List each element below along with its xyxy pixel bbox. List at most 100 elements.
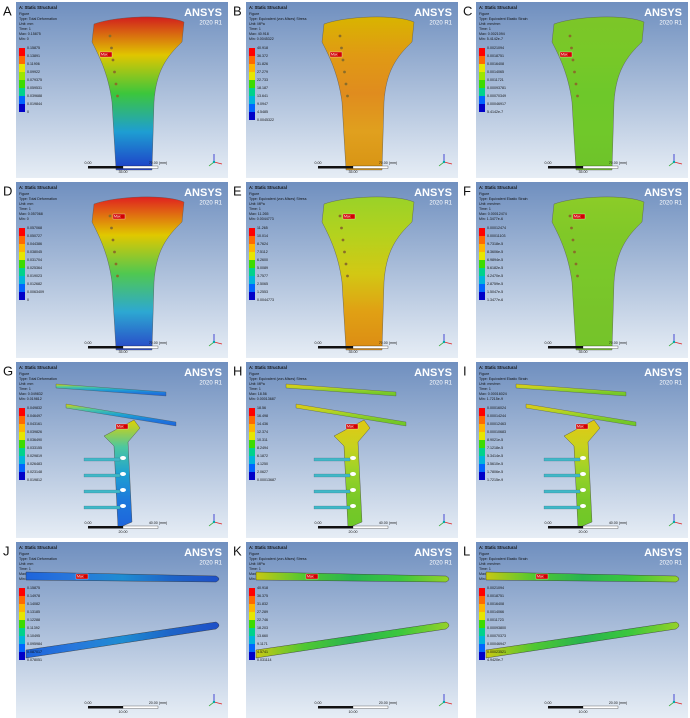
legend-value: 0.00093781 xyxy=(487,86,506,90)
info-line: Min: 0.019812 xyxy=(19,397,42,401)
scale-label: 70.00 (mm) xyxy=(609,341,627,345)
triad-origin xyxy=(672,160,676,164)
legend-value: 10.014 xyxy=(257,234,268,238)
max-tag: Max xyxy=(307,574,314,578)
screw-shaft xyxy=(543,505,581,510)
legend-value: 0.087017 xyxy=(27,650,42,654)
legend-value: 18.56 xyxy=(257,406,266,410)
scale-bar-black xyxy=(318,166,353,169)
triad-axis xyxy=(443,701,453,705)
info-line: Unit: mm/mm xyxy=(479,562,500,566)
legend-value: 6.9894e-5 xyxy=(487,258,503,262)
legend-swatch xyxy=(479,424,485,432)
legend-swatch xyxy=(19,596,25,604)
legend-value: 2.5065 xyxy=(257,282,268,286)
legend-swatch xyxy=(479,80,485,88)
panel-letter: A xyxy=(3,3,12,18)
screw-hole xyxy=(120,456,126,460)
max-tag: Max xyxy=(77,574,84,578)
legend-value: 0.0016408 xyxy=(487,62,504,66)
legend-swatch xyxy=(19,104,25,112)
screw-shaft xyxy=(313,489,351,494)
screw-shaft xyxy=(83,473,121,478)
legend-swatch xyxy=(249,588,255,596)
legend-value: 0.026483 xyxy=(27,462,42,466)
legend-value: 8.2494 xyxy=(257,446,268,450)
screw-hole xyxy=(110,226,113,230)
legend-swatch xyxy=(479,56,485,64)
info-line: Max: 0.049832 xyxy=(19,392,43,396)
legend-value: 14.436 xyxy=(257,422,268,426)
info-line: Figure xyxy=(249,192,259,196)
legend-value: 0.00023521 xyxy=(487,650,506,654)
legend-value: 0.019812 xyxy=(27,478,42,482)
max-tag-box xyxy=(345,423,359,430)
legend-swatch xyxy=(19,636,25,644)
scale-bar-white xyxy=(352,165,389,169)
legend-swatch xyxy=(19,588,25,596)
legend-swatch xyxy=(479,440,485,448)
version: 2020 R1 xyxy=(429,561,452,567)
scale-bar-white xyxy=(582,165,619,169)
legend-value: 0.0018751 xyxy=(487,594,504,598)
scale-label: 20.00 xyxy=(349,530,358,534)
max-tag: Max xyxy=(577,424,584,428)
legend-swatch xyxy=(19,620,25,628)
info-line: Time: 1 xyxy=(19,567,31,571)
legend-value: 6.2600 xyxy=(257,258,268,262)
max-tag-box xyxy=(99,51,113,58)
info-line: Figure xyxy=(479,192,489,196)
analysis-header: A: Static Structural xyxy=(249,185,287,190)
panel-letter: H xyxy=(233,363,242,378)
scale-label: 0.00 xyxy=(85,521,92,525)
triad-origin xyxy=(212,700,216,704)
legend-value: 0.095984 xyxy=(27,642,42,646)
legend-value: 0.039688 xyxy=(27,94,42,98)
legend-swatch xyxy=(249,464,255,472)
info-line: Figure xyxy=(19,192,29,196)
legend-value: 7.5112 xyxy=(257,250,268,254)
version: 2020 R1 xyxy=(659,381,682,387)
legend-value: 0.11906 xyxy=(27,62,40,66)
info-line: Min: 0 xyxy=(19,217,29,221)
info-line: Unit: MPa xyxy=(249,202,265,206)
legend-swatch xyxy=(19,268,25,276)
max-tag-box xyxy=(572,213,586,220)
legend-value: 0.0045322 xyxy=(257,118,274,122)
screw-model xyxy=(55,383,167,397)
brand: ANSYS xyxy=(644,367,682,379)
brand: ANSYS xyxy=(414,367,452,379)
scale-label: 0.00 xyxy=(545,521,552,525)
scale-label: 0.00 xyxy=(315,161,322,165)
legend-value: 11.265 xyxy=(257,226,268,230)
screw-shaft xyxy=(83,505,121,510)
screw-hole xyxy=(346,94,349,98)
version: 2020 R1 xyxy=(429,381,452,387)
screw-model xyxy=(295,403,407,427)
screw-hole xyxy=(120,504,126,508)
legend-swatch xyxy=(249,596,255,604)
legend-value: 40.918 xyxy=(257,46,268,50)
legend-swatch xyxy=(249,228,255,236)
scale-bar-white xyxy=(582,345,619,349)
max-tag: Max xyxy=(574,214,581,218)
legend-value: 27.289 xyxy=(257,610,268,614)
info-line: Unit: mm/mm xyxy=(479,22,500,26)
scale-bar-white xyxy=(582,705,619,709)
max-tag-box xyxy=(535,573,549,580)
legend-swatch xyxy=(19,456,25,464)
legend-value: 0.13891 xyxy=(27,54,40,58)
scale-bar-white xyxy=(352,345,389,349)
info-line: Max: 0.0021094 xyxy=(479,32,505,36)
screw-hole xyxy=(568,214,572,218)
legend-swatch xyxy=(249,96,255,104)
scale-label: 10.00 xyxy=(119,710,128,714)
bone-model xyxy=(551,196,645,351)
legend-swatch xyxy=(479,604,485,612)
legend-swatch xyxy=(249,244,255,252)
info-line: Type: Equivalent (von-Mises) Stress xyxy=(249,557,307,561)
legend-value: 0.11392 xyxy=(27,626,40,630)
